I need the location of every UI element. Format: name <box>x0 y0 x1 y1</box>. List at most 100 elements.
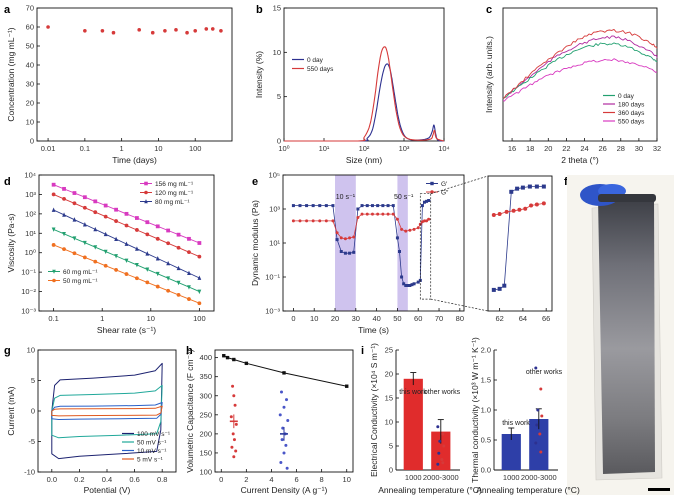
panel-h-red-point <box>231 432 235 436</box>
panel-a-xtick-label: 0.01 <box>41 144 56 153</box>
panel-e-inset-point <box>541 184 546 189</box>
panel-e-point <box>391 204 395 208</box>
panel-h-xtick-label: 4 <box>269 475 273 484</box>
panel-e-point <box>400 275 404 279</box>
panel-d-point <box>166 288 171 293</box>
panel-d-point <box>197 275 202 280</box>
panel-d-ytick-label: 10⁻² <box>21 287 36 296</box>
panel-h-trend-point <box>345 384 349 388</box>
panel-h-trend-point <box>232 357 236 362</box>
panel-d-ytick-label: 10⁰ <box>25 248 36 257</box>
panel-d-point <box>93 199 98 204</box>
panel-e-point <box>365 204 369 208</box>
panel-h-blue-point <box>285 466 289 470</box>
panel-d-xtick-label: 10 <box>147 314 155 323</box>
panel-e-point <box>404 229 408 233</box>
panel-e-point <box>339 236 343 240</box>
panel-d-point <box>166 260 171 266</box>
panel-g-legend-label: 10 mV s⁻¹ <box>137 448 167 455</box>
panel-e-point <box>410 283 414 287</box>
panel-i-right-ytick-label: 0.0 <box>481 466 491 475</box>
panel-i-left-label-other-works: other works <box>424 389 461 396</box>
panel-e-point <box>398 250 402 253</box>
panel-d-point <box>124 272 129 276</box>
panel-i-right-bar <box>501 434 521 470</box>
panel-e-point <box>416 226 420 230</box>
panel-i-right-ytick-label: 0.5 <box>481 436 491 445</box>
panel-i-right-point <box>540 414 544 418</box>
panel-i-left-xtick-label: 2000-3000 <box>423 473 459 482</box>
panel-d-point <box>82 255 87 260</box>
panel-e-point <box>305 204 309 208</box>
panel-d-point <box>82 195 87 200</box>
panel-d-point <box>155 236 160 241</box>
panel-d-point <box>103 214 108 219</box>
panel-b-ylabel: Intensity (%) <box>254 51 264 98</box>
panel-h-xtick-label: 10 <box>343 475 351 484</box>
panel-d-point <box>51 192 56 197</box>
panel-i-left-point <box>436 462 440 466</box>
panel-c-xtick-label: 22 <box>562 144 570 153</box>
panel-h-ylabel: Volumetric Capacitance (F cm⁻³) <box>185 349 195 473</box>
panel-e-xtick-label: 80 <box>456 314 464 323</box>
panel-e-point <box>335 238 339 242</box>
panel-d-point <box>187 297 191 301</box>
panel-d-point <box>93 210 98 215</box>
panel-g-ytick-label: 5 <box>31 376 35 385</box>
panel-e-legend-label: G′ <box>441 181 448 188</box>
panel-d-point <box>197 289 202 295</box>
panel-d-point <box>135 276 139 281</box>
panel-e-point <box>408 228 412 232</box>
panel-i-right-point <box>536 408 540 412</box>
panel-e-point <box>352 250 356 254</box>
panel-a-ylabel: Concentration (mg mL⁻¹) <box>6 27 16 121</box>
panel-h-xtick-label: 2 <box>244 475 248 484</box>
panel-a-ytick-label: 70 <box>26 4 34 13</box>
panel-e-point <box>386 212 390 216</box>
panel-e-xtick-label: 0 <box>291 314 295 323</box>
panel-a-point <box>111 30 116 35</box>
panel-d-xlabel: Shear rate (s⁻¹) <box>97 325 156 335</box>
panel-e-point <box>381 204 385 208</box>
panel-i-left-xlabel: Annealing temperature (°C) <box>378 485 482 495</box>
panel-b-xtick-label: 10² <box>359 144 370 153</box>
panel-e-inset-point <box>515 186 520 191</box>
panel-e-point <box>360 204 364 208</box>
panel-e-point <box>422 200 426 204</box>
panel-d-point <box>124 211 129 216</box>
panel-e-inset-xtick-label: 62 <box>495 314 503 323</box>
panel-d-point <box>155 224 160 229</box>
panel-e-ytick-label: 10³ <box>269 205 280 214</box>
panel-d-ylabel: Viscosity (Pa·s) <box>6 213 16 272</box>
panel-i-left-point <box>440 457 444 461</box>
panel-c-legend-label: 360 days <box>618 110 645 117</box>
panel-e-inset-point <box>541 201 546 206</box>
panel-d-point <box>135 263 139 268</box>
panel-d-point <box>166 228 171 233</box>
panel-h-red-point <box>234 422 238 426</box>
panel-h-blue-point <box>279 460 283 464</box>
panel-d-legend-marker <box>52 278 56 283</box>
panel-a-axes <box>36 7 233 142</box>
panel-e-point <box>376 212 380 216</box>
panel-a-ytick-label: 40 <box>26 61 34 70</box>
panel-e-point <box>331 204 335 208</box>
panel-d-point <box>103 263 108 268</box>
panel-e-inset-point <box>497 286 502 291</box>
panel-a-ytick-label: 30 <box>26 80 34 89</box>
panel-d-point <box>187 270 191 276</box>
panel-e-point <box>356 216 360 219</box>
panel-b-xtick-label: 10¹ <box>319 144 330 153</box>
panel-h-blue-point <box>280 438 284 442</box>
panel-e-inset-point <box>504 209 509 214</box>
panel-h-blue-point <box>286 419 290 423</box>
panel-e-point <box>331 219 335 223</box>
panel-h-xtick-label: 8 <box>320 475 324 484</box>
panel-d-point <box>145 251 150 256</box>
panel-e-inset-point <box>491 287 496 292</box>
panel-d-point <box>114 236 118 242</box>
panel-c-series-line <box>502 28 658 99</box>
panel-h-red-point <box>232 455 236 459</box>
panel-d-point <box>176 245 181 250</box>
